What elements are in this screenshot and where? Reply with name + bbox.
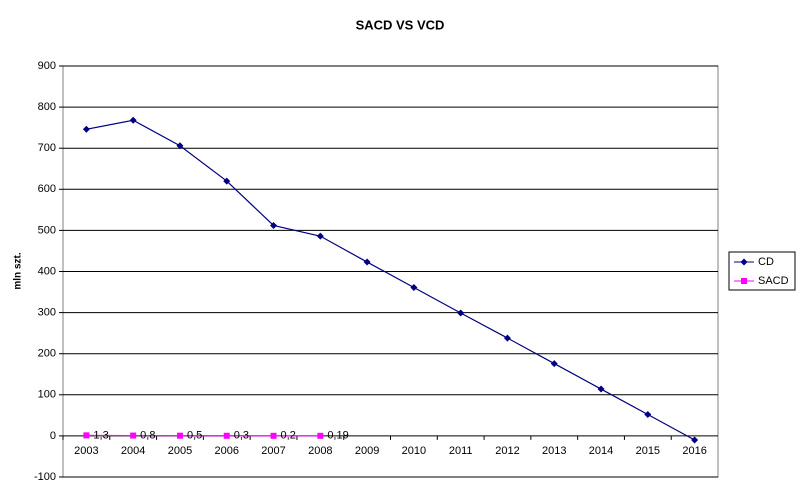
chart-title: SACD VS VCD <box>356 17 445 32</box>
x-tick-label: 2015 <box>636 445 660 457</box>
y-tick-label: 100 <box>38 389 56 401</box>
data-label: 0,3 <box>234 430 249 442</box>
y-tick-label: 400 <box>38 265 56 277</box>
data-label: 1,3 <box>93 429 108 441</box>
x-tick-label: 2014 <box>589 445 613 457</box>
y-axis-label: mln szt. <box>13 252 24 289</box>
point <box>83 432 90 439</box>
point <box>270 432 277 439</box>
x-tick-label: 2016 <box>682 445 706 457</box>
point <box>223 432 230 439</box>
x-tick-label: 2003 <box>74 445 98 457</box>
point <box>550 360 558 368</box>
data-label: 0,8 <box>140 429 155 441</box>
y-tick-label: 800 <box>38 101 56 113</box>
point <box>176 142 184 150</box>
y-tick-label: 700 <box>38 142 56 154</box>
legend-box <box>728 251 796 291</box>
y-tick-label: -100 <box>34 471 56 483</box>
point <box>270 221 278 229</box>
point <box>317 432 324 439</box>
x-tick-label: 2004 <box>121 445 145 457</box>
x-tick-label: 2010 <box>402 445 426 457</box>
x-tick-label: 2006 <box>215 445 239 457</box>
legend-marker <box>740 258 748 266</box>
y-tick-label: 600 <box>38 183 56 195</box>
y-tick-label: 300 <box>38 307 56 319</box>
y-tick-label: 500 <box>38 224 56 236</box>
point <box>363 258 371 266</box>
x-tick-label: 2005 <box>168 445 192 457</box>
point <box>644 411 652 419</box>
y-tick-label: 0 <box>50 430 56 442</box>
x-tick-label: 2012 <box>495 445 519 457</box>
point <box>130 432 137 439</box>
y-tick-label: 900 <box>38 60 56 72</box>
y-tick-label: 200 <box>38 348 56 360</box>
legend-marker <box>741 278 747 284</box>
data-label: 0,19 <box>327 430 348 442</box>
x-tick-label: 2009 <box>355 445 379 457</box>
point <box>176 432 183 439</box>
data-label: 0,2 <box>281 430 296 442</box>
series-line <box>86 119 695 441</box>
x-tick-label: 2008 <box>308 445 332 457</box>
point <box>316 232 324 240</box>
point <box>410 284 418 292</box>
legend-label: CD <box>758 256 774 268</box>
x-tick-label: 2013 <box>542 445 566 457</box>
x-tick-label: 2011 <box>449 445 473 457</box>
x-tick-label: 2007 <box>261 445 285 457</box>
point <box>503 334 511 342</box>
point <box>597 385 605 393</box>
data-label: 0,5 <box>187 430 202 442</box>
point <box>82 125 90 133</box>
point <box>129 116 137 124</box>
point <box>223 177 231 185</box>
legend-label: SACD <box>758 275 789 287</box>
point <box>691 436 699 444</box>
point <box>457 309 465 317</box>
